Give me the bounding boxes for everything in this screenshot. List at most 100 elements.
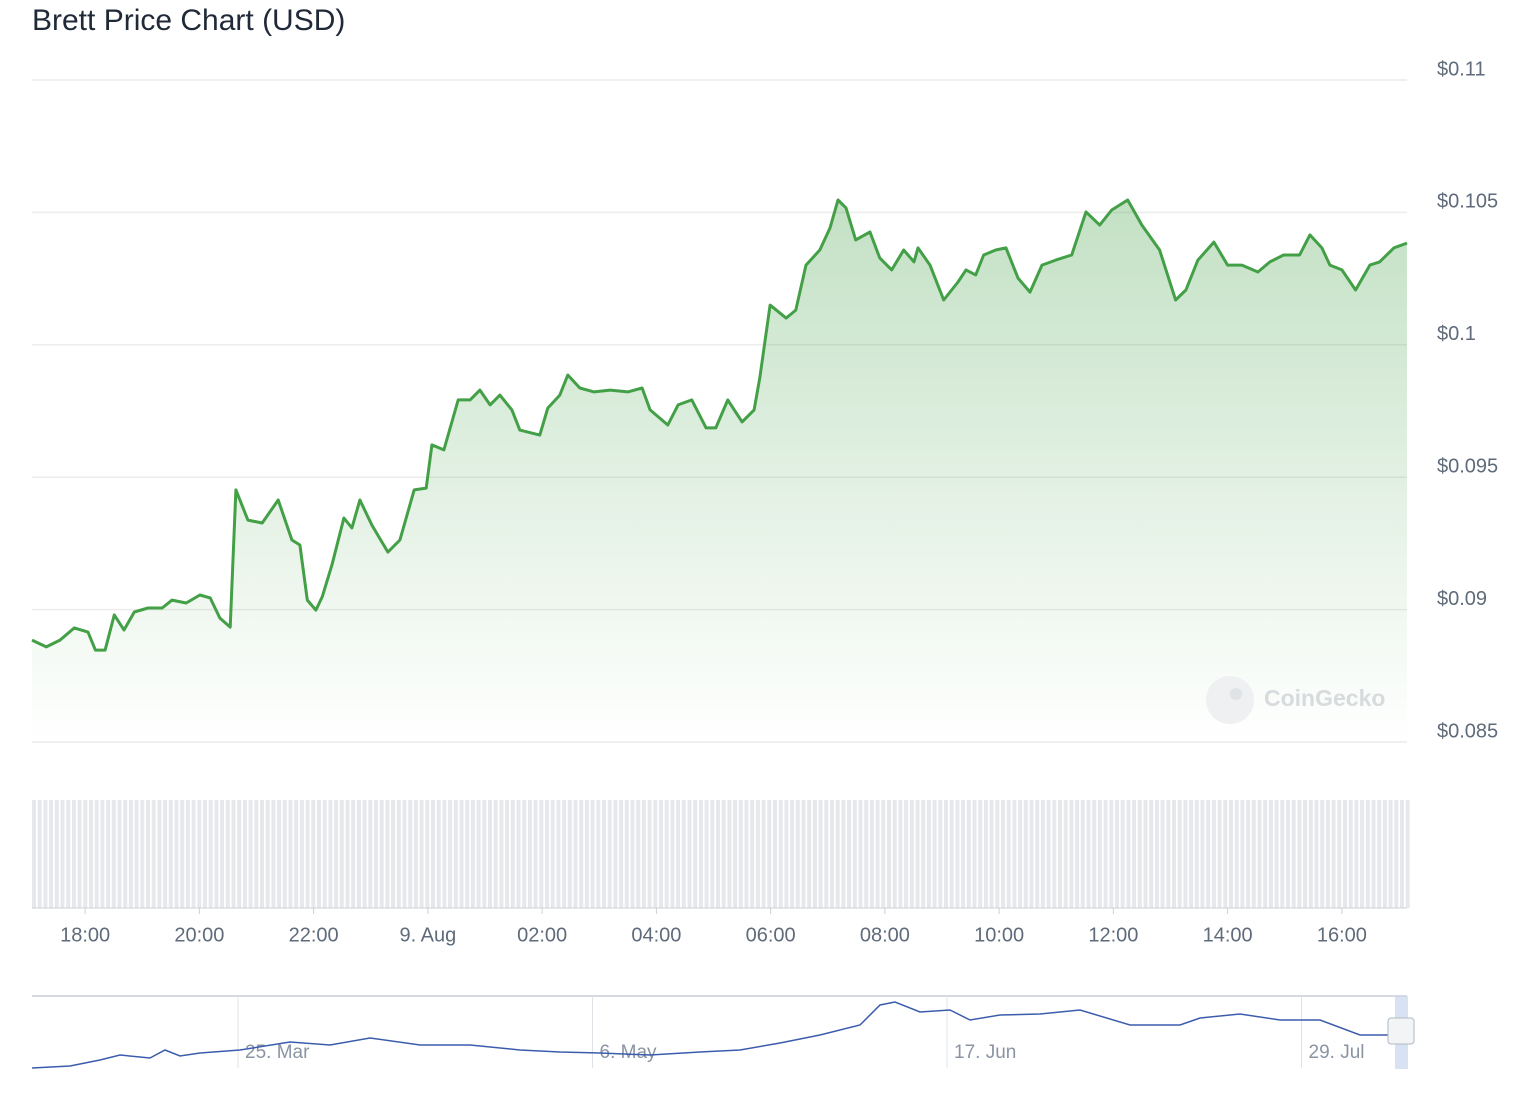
volume-bar	[146, 800, 150, 908]
volume-bar	[1143, 800, 1148, 908]
volume-bar	[619, 800, 624, 908]
volume-bar	[938, 800, 943, 908]
volume-bar	[556, 800, 561, 908]
volume-bar	[174, 800, 179, 908]
volume-bar	[1029, 800, 1034, 908]
volume-bar	[265, 800, 270, 908]
volume-bar	[1286, 800, 1290, 908]
volume-bar	[419, 800, 424, 908]
volume-bar	[282, 800, 287, 908]
volume-bar	[909, 800, 914, 908]
volume-bar	[311, 800, 316, 908]
watermark-text: CoinGecko	[1264, 685, 1385, 711]
volume-bar	[1343, 800, 1347, 908]
volume-bar	[966, 800, 971, 908]
navigator-line	[31, 1001, 1390, 1069]
volume-bar	[562, 800, 567, 908]
volume-bar	[824, 800, 829, 908]
volume-bar	[1120, 800, 1125, 908]
volume-bar	[1086, 800, 1091, 908]
volume-bar	[1154, 800, 1159, 908]
volume-bar	[1211, 800, 1216, 908]
volume-bar	[402, 800, 407, 908]
volume-bar	[761, 800, 766, 908]
volume-bar	[602, 800, 606, 908]
volume-bar	[653, 800, 658, 908]
volume-bar	[339, 800, 344, 908]
volume-bar	[687, 800, 692, 908]
volume-bar	[1348, 800, 1353, 908]
volume-bar	[123, 800, 128, 908]
volume-bar	[351, 800, 356, 908]
volume-bar	[932, 800, 937, 908]
volume-bar	[727, 800, 732, 908]
volume-bar	[94, 800, 99, 908]
volume-bar	[989, 800, 994, 908]
volume-bar	[237, 800, 242, 908]
volume-bar	[1240, 800, 1245, 908]
volume-bar	[1331, 800, 1336, 908]
volume-bar	[294, 800, 299, 908]
volume-bar	[1246, 800, 1251, 908]
navigator-date-label: 6. May	[600, 1042, 658, 1063]
volume-bar	[191, 800, 196, 908]
volume-bar	[949, 800, 954, 908]
volume-bar	[972, 800, 977, 908]
volume-bar	[413, 800, 418, 908]
volume-bar	[488, 800, 492, 908]
volume-bar	[795, 800, 800, 908]
volume-bar	[1149, 800, 1154, 908]
volume-bar	[698, 800, 703, 908]
volume-bar	[260, 800, 264, 908]
volume-bar	[1405, 800, 1410, 908]
volume-bar	[128, 800, 133, 908]
x-tick-label: 02:00	[517, 924, 567, 946]
volume-bar	[345, 800, 350, 908]
volume-bar	[1365, 800, 1370, 908]
volume-bar	[1023, 800, 1028, 908]
navigator-handle[interactable]	[1387, 1017, 1415, 1045]
volume-bar	[1177, 800, 1182, 908]
volume-bar	[1400, 800, 1404, 908]
volume-bar	[858, 800, 863, 908]
x-tick-label: 08:00	[860, 924, 910, 946]
volume-bar	[356, 800, 361, 908]
watermark-logo	[1206, 676, 1254, 724]
volume-bar	[892, 800, 897, 908]
volume-bar	[1200, 800, 1205, 908]
volume-bar	[716, 800, 720, 908]
volume-bar	[1001, 800, 1005, 908]
volume-bar	[362, 800, 367, 908]
volume-bar	[869, 800, 874, 908]
volume-bar	[334, 800, 339, 908]
volume-bar	[955, 800, 960, 908]
volume-bar	[539, 800, 544, 908]
volume-bar	[527, 800, 532, 908]
chart-title: Brett Price Chart (USD)	[32, 4, 345, 37]
volume-bar	[1103, 800, 1108, 908]
volume-bar	[482, 800, 487, 908]
volume-bar	[168, 800, 173, 908]
volume-bar	[767, 800, 772, 908]
volume-bar	[277, 800, 282, 908]
volume-bar	[66, 800, 71, 908]
volume-bar	[1035, 800, 1040, 908]
volume-bar	[647, 800, 652, 908]
volume-bar	[773, 800, 777, 908]
volume-bar	[1160, 800, 1165, 908]
volume-bar	[1234, 800, 1239, 908]
volume-bar	[1229, 800, 1233, 908]
volume-bar	[704, 800, 709, 908]
x-tick-label: 9. Aug	[400, 924, 457, 946]
volume-bar	[961, 800, 966, 908]
volume-bar	[522, 800, 527, 908]
volume-bar	[1291, 800, 1296, 908]
volume-bar	[100, 800, 105, 908]
volume-bar	[624, 800, 629, 908]
volume-bar	[693, 800, 698, 908]
volume-bar	[750, 800, 755, 908]
volume-bar	[755, 800, 760, 908]
volume-bar	[744, 800, 749, 908]
volume-bar	[117, 800, 122, 908]
volume-bar	[476, 800, 481, 908]
